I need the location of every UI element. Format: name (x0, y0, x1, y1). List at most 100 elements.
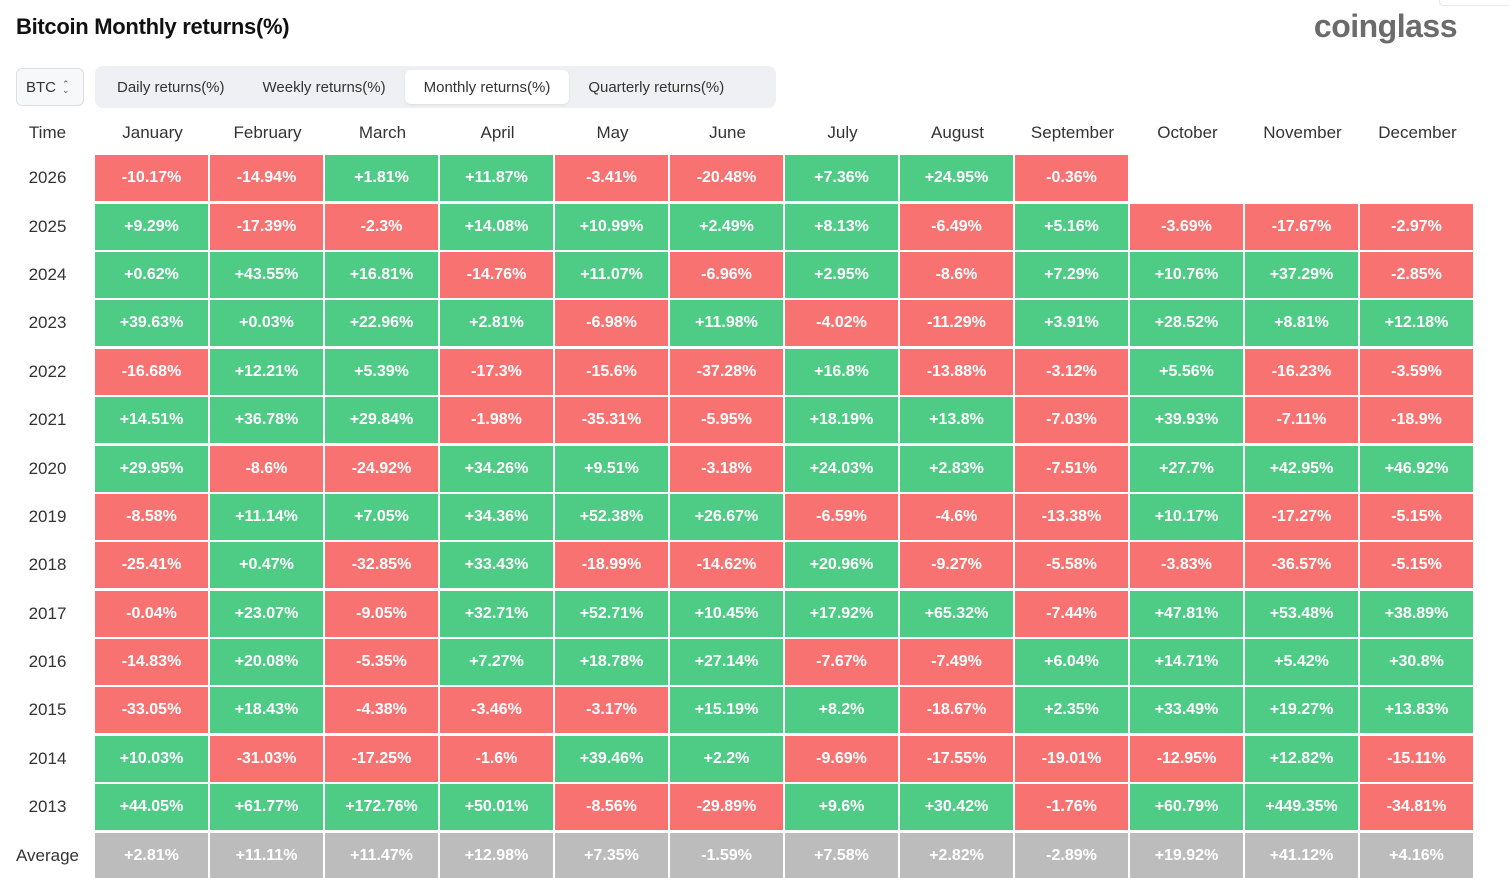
return-cell[interactable]: +15.19% (670, 687, 783, 734)
return-cell[interactable]: +10.45% (670, 590, 783, 637)
return-cell[interactable]: +47.81% (1130, 590, 1243, 637)
return-cell[interactable]: +172.76% (325, 784, 438, 831)
return-cell[interactable]: +7.29% (1015, 251, 1128, 298)
return-cell[interactable]: +53.48% (1245, 590, 1358, 637)
return-cell[interactable]: +2.81% (440, 300, 553, 347)
return-cell[interactable]: -24.92% (325, 445, 438, 492)
return-cell[interactable]: -17.55% (900, 735, 1013, 782)
return-cell[interactable]: -8.58% (95, 493, 208, 540)
return-cell[interactable]: +8.13% (785, 203, 898, 250)
return-cell[interactable]: +5.16% (1015, 203, 1128, 250)
return-cell[interactable]: -37.28% (670, 348, 783, 395)
return-cell[interactable]: -14.94% (210, 155, 323, 202)
return-cell[interactable]: +10.17% (1130, 493, 1243, 540)
return-cell[interactable]: -15.6% (555, 348, 668, 395)
return-cell[interactable]: -7.51% (1015, 445, 1128, 492)
return-cell[interactable]: -2.97% (1360, 203, 1473, 250)
return-cell[interactable]: +29.84% (325, 397, 438, 444)
return-cell[interactable]: -5.58% (1015, 542, 1128, 589)
return-cell[interactable]: -33.05% (95, 687, 208, 734)
return-cell[interactable]: +1.81% (325, 155, 438, 202)
return-cell[interactable]: +0.03% (210, 300, 323, 347)
return-cell[interactable]: -17.25% (325, 735, 438, 782)
return-cell[interactable]: +18.78% (555, 639, 668, 686)
return-cell[interactable]: -1.6% (440, 735, 553, 782)
return-cell[interactable]: +44.05% (95, 784, 208, 831)
return-cell[interactable]: +65.32% (900, 590, 1013, 637)
return-cell[interactable]: +14.08% (440, 203, 553, 250)
return-cell[interactable]: +28.52% (1130, 300, 1243, 347)
return-cell[interactable]: +60.79% (1130, 784, 1243, 831)
return-cell[interactable]: +16.8% (785, 348, 898, 395)
return-cell[interactable]: -5.35% (325, 639, 438, 686)
return-cell[interactable]: +2.2% (670, 735, 783, 782)
return-cell[interactable]: +19.27% (1245, 687, 1358, 734)
return-cell[interactable]: -19.01% (1015, 735, 1128, 782)
return-cell[interactable]: +10.03% (95, 735, 208, 782)
return-cell[interactable]: -3.83% (1130, 542, 1243, 589)
return-cell[interactable]: -31.03% (210, 735, 323, 782)
return-cell[interactable]: -15.11% (1360, 735, 1473, 782)
return-cell[interactable]: -4.02% (785, 300, 898, 347)
return-cell[interactable]: -34.81% (1360, 784, 1473, 831)
return-cell[interactable]: +61.77% (210, 784, 323, 831)
return-cell[interactable]: +7.36% (785, 155, 898, 202)
return-cell[interactable]: -3.59% (1360, 348, 1473, 395)
return-cell[interactable]: -3.18% (670, 445, 783, 492)
return-cell[interactable]: -13.38% (1015, 493, 1128, 540)
return-cell[interactable]: -3.12% (1015, 348, 1128, 395)
average-cell[interactable]: +41.12% (1245, 832, 1358, 878)
return-cell[interactable]: +0.47% (210, 542, 323, 589)
return-cell[interactable]: -7.44% (1015, 590, 1128, 637)
tab-weekly-returns[interactable]: Weekly returns(%) (262, 78, 386, 96)
return-cell[interactable]: +46.92% (1360, 445, 1473, 492)
return-cell[interactable]: +22.96% (325, 300, 438, 347)
return-cell[interactable]: -10.17% (95, 155, 208, 202)
return-cell[interactable]: +12.21% (210, 348, 323, 395)
return-cell[interactable]: +30.8% (1360, 639, 1473, 686)
return-cell[interactable]: +5.42% (1245, 639, 1358, 686)
average-cell[interactable]: +11.47% (325, 832, 438, 878)
return-cell[interactable]: +32.71% (440, 590, 553, 637)
return-cell[interactable]: -5.95% (670, 397, 783, 444)
return-cell[interactable]: +5.39% (325, 348, 438, 395)
return-cell[interactable]: -7.67% (785, 639, 898, 686)
return-cell[interactable]: +449.35% (1245, 784, 1358, 831)
return-cell[interactable]: +27.14% (670, 639, 783, 686)
return-cell[interactable]: +7.27% (440, 639, 553, 686)
return-cell[interactable]: +14.71% (1130, 639, 1243, 686)
return-cell[interactable]: -14.83% (95, 639, 208, 686)
return-cell[interactable]: -18.9% (1360, 397, 1473, 444)
return-cell[interactable]: -3.17% (555, 687, 668, 734)
return-cell[interactable]: -4.38% (325, 687, 438, 734)
return-cell[interactable]: +2.49% (670, 203, 783, 250)
return-cell[interactable]: -8.56% (555, 784, 668, 831)
average-cell[interactable]: +7.58% (785, 832, 898, 878)
return-cell[interactable]: +42.95% (1245, 445, 1358, 492)
average-cell[interactable]: +12.98% (440, 832, 553, 878)
return-cell[interactable]: +37.29% (1245, 251, 1358, 298)
return-cell[interactable]: -32.85% (325, 542, 438, 589)
return-cell[interactable]: +9.6% (785, 784, 898, 831)
return-cell[interactable]: +8.2% (785, 687, 898, 734)
return-cell[interactable]: -25.41% (95, 542, 208, 589)
return-cell[interactable]: +23.07% (210, 590, 323, 637)
return-cell[interactable]: -18.99% (555, 542, 668, 589)
return-cell[interactable]: -17.67% (1245, 203, 1358, 250)
return-cell[interactable]: +10.99% (555, 203, 668, 250)
return-cell[interactable]: +9.29% (95, 203, 208, 250)
return-cell[interactable]: +39.63% (95, 300, 208, 347)
return-cell[interactable]: +20.96% (785, 542, 898, 589)
return-cell[interactable]: -2.85% (1360, 251, 1473, 298)
return-cell[interactable]: +50.01% (440, 784, 553, 831)
return-cell[interactable]: -11.29% (900, 300, 1013, 347)
return-cell[interactable]: +11.98% (670, 300, 783, 347)
return-cell[interactable]: -29.89% (670, 784, 783, 831)
return-cell[interactable]: +2.83% (900, 445, 1013, 492)
return-cell[interactable]: +3.91% (1015, 300, 1128, 347)
return-cell[interactable]: -18.67% (900, 687, 1013, 734)
return-cell[interactable]: +18.43% (210, 687, 323, 734)
return-cell[interactable]: -7.11% (1245, 397, 1358, 444)
return-cell[interactable]: -7.49% (900, 639, 1013, 686)
brand-logo[interactable]: coinglass (1313, 8, 1458, 44)
